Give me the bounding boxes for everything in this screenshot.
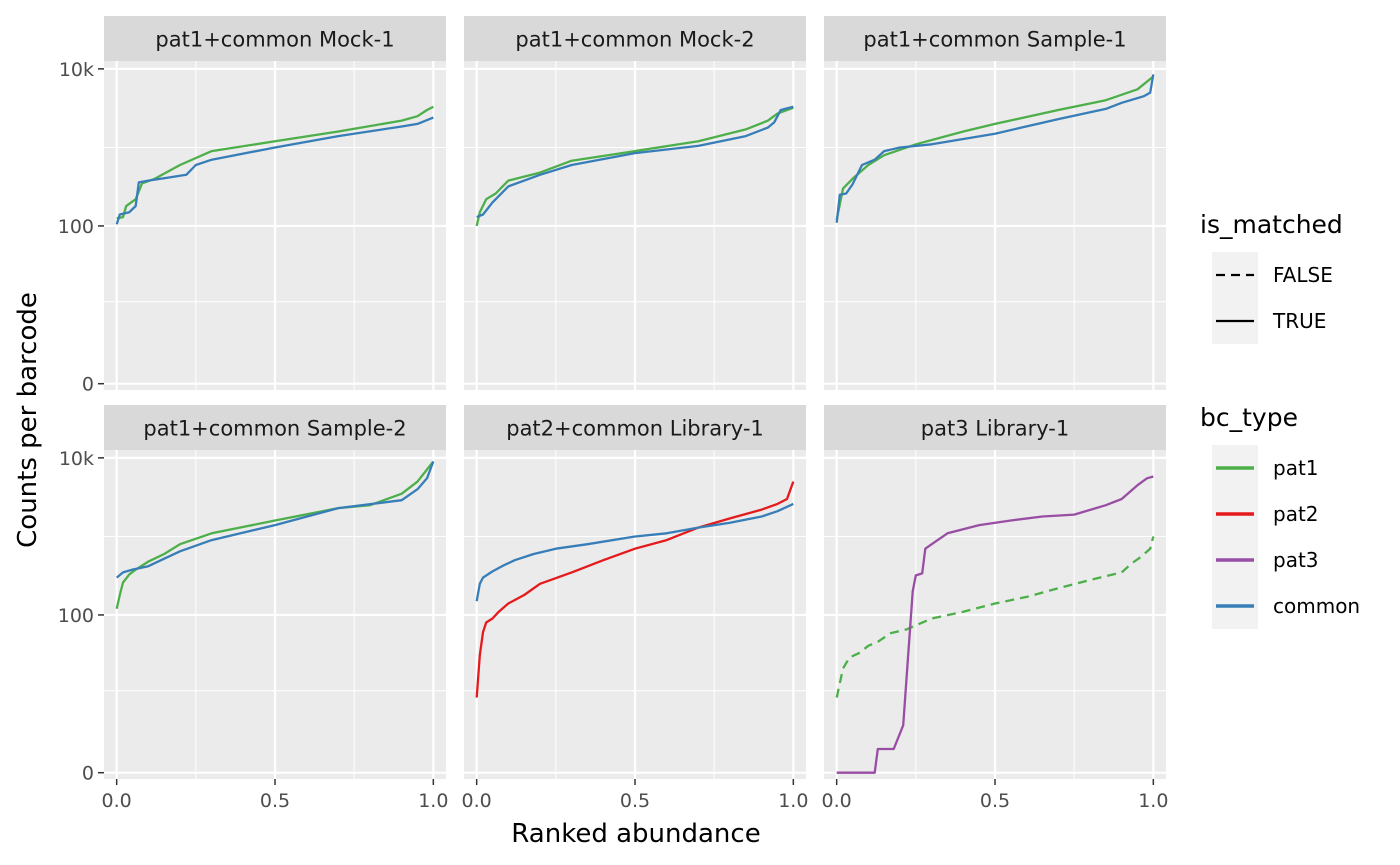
legend-label: pat1 [1273, 456, 1319, 480]
series-line-pat3 [836, 475, 1154, 774]
series-line-pat1 [115, 460, 435, 610]
panels-layer: pat1+common Mock-1 pat1+common Mock-2 pat1… [104, 16, 1166, 779]
series-line-pat2 [475, 481, 795, 698]
legend-layer: is_matched FALSE TRUE bc_type pat1 pat2 pat3 co… [1200, 210, 1360, 629]
x-tick-label: 0.5 [260, 790, 290, 812]
y-tick-label: 100 [58, 216, 94, 238]
y-tick-label: 10k [59, 448, 94, 470]
legend-label: pat2 [1273, 502, 1319, 526]
y-tick-label: 0 [82, 763, 94, 785]
facet-title: pat2+common Library-1 [506, 417, 764, 441]
series-line-common [475, 502, 794, 602]
series-line-pat1 [835, 75, 1155, 221]
x-tick-label: 0.0 [462, 790, 492, 812]
series-line-pat1 [475, 106, 794, 227]
legend-title: bc_type [1200, 403, 1298, 432]
facet-strip [824, 16, 1166, 61]
x-tick-label: 0.0 [822, 790, 852, 812]
x-axis-title: Ranked abundance [511, 819, 760, 849]
x-tick-label: 0.5 [620, 790, 650, 812]
facet-panel: pat1+common Sample-1 [824, 16, 1166, 390]
facet-title: pat1+common Sample-2 [143, 417, 406, 441]
x-tick-label: 1.0 [418, 790, 448, 812]
facet-strip [824, 405, 1166, 450]
facet-strip [104, 405, 446, 450]
facet-title: pat3 Library-1 [921, 417, 1069, 441]
series-line-pat1 [116, 105, 434, 220]
legend-label: FALSE [1273, 263, 1333, 287]
facet-title: pat1+common Sample-1 [863, 28, 1126, 52]
x-tick-label: 0.0 [102, 790, 132, 812]
axes-layer: 0 100 10k 0 100 10k 0.0 0.5 1.0 0.0 0.5 1.0 0.0 0.5 1.… [58, 59, 1169, 812]
series-line-pat1 [835, 536, 1155, 698]
facet-panel: pat1+common Mock-1 [104, 16, 446, 390]
y-tick-label: 0 [82, 374, 94, 396]
series-line-common [115, 461, 435, 579]
legend-title: is_matched [1200, 210, 1343, 239]
x-tick-label: 1.0 [1138, 790, 1168, 812]
series-line-common [835, 74, 1155, 223]
x-tick-label: 1.0 [778, 790, 808, 812]
facet-panel: pat2+common Library-1 [464, 405, 806, 779]
facet-title: pat1+common Mock-2 [515, 28, 754, 52]
facet-strip [104, 16, 446, 61]
y-tick-label: 100 [58, 605, 94, 627]
legend-label: TRUE [1272, 309, 1326, 333]
facet-panel: pat1+common Sample-2 [104, 405, 446, 779]
facet-title: pat1+common Mock-1 [155, 28, 394, 52]
series-line-common [115, 116, 434, 225]
y-tick-label: 10k [59, 59, 94, 81]
facet-strip [464, 16, 806, 61]
y-axis-title: Counts per barcode [13, 292, 43, 548]
facet-strip [464, 405, 806, 450]
facet-panel: pat3 Library-1 [824, 405, 1166, 779]
series-line-common [476, 105, 794, 219]
legend-label: pat3 [1273, 548, 1319, 572]
legend-label: common [1273, 594, 1360, 618]
x-tick-label: 0.5 [980, 790, 1010, 812]
facet-panel: pat1+common Mock-2 [464, 16, 806, 390]
